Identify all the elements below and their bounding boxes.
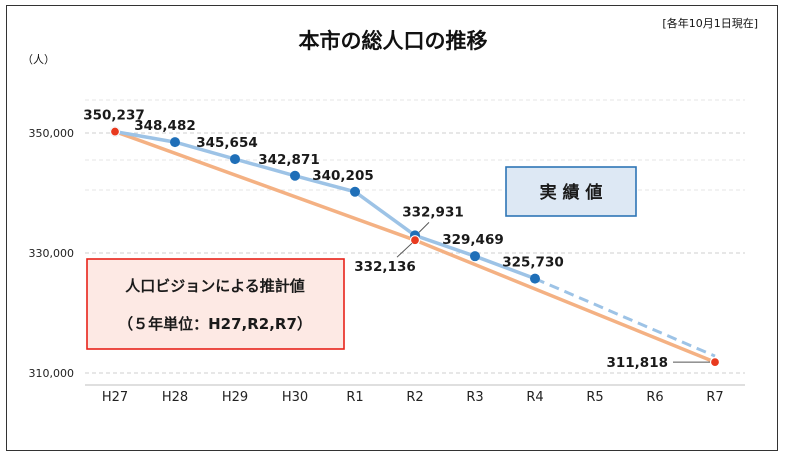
actual-data-label: 325,730 xyxy=(502,255,564,271)
projection-label-leader xyxy=(396,242,413,258)
legend-projection-box: 人口ビジョンによる推計値 （５年単位：H27,R2,R7） xyxy=(86,258,345,350)
chart-frame xyxy=(6,5,778,451)
actual-data-label: 340,205 xyxy=(312,168,374,184)
chart-note: [各年10月1日現在] xyxy=(662,16,758,30)
y-tick-label: 350,000 xyxy=(29,127,75,140)
x-tick-label: R2 xyxy=(406,390,423,405)
actual-marker xyxy=(470,251,480,262)
x-tick-label: H27 xyxy=(102,390,128,405)
x-tick-label: R4 xyxy=(526,390,543,405)
projection-marker xyxy=(109,126,121,137)
x-tick-label: R5 xyxy=(586,390,603,405)
y-tick-layer: 310,000 330,000 350,000 xyxy=(29,127,75,380)
actual-series-line xyxy=(114,129,536,281)
x-tick-layer: H27 H28 H29 H30 R1 R2 R3 R4 R5 R6 R7 xyxy=(102,390,724,405)
actual-marker xyxy=(230,154,240,165)
actual-data-label: 332,931 xyxy=(402,204,464,220)
x-tick-label: H30 xyxy=(282,390,308,405)
legend-actual-box: 実 績 値 xyxy=(505,166,637,217)
projection-marker xyxy=(709,356,721,368)
actual-series-dashed-extension xyxy=(534,277,716,358)
series-markers xyxy=(109,126,721,368)
x-tick-label: H29 xyxy=(222,390,248,405)
y-tick-label: 330,000 xyxy=(29,247,75,260)
projection-data-label: 332,136 xyxy=(354,259,416,275)
actual-data-label: 348,482 xyxy=(134,118,196,134)
actual-data-label: 329,469 xyxy=(442,232,504,248)
actual-marker xyxy=(170,137,180,148)
actual-marker xyxy=(290,170,300,181)
actual-label-leader xyxy=(418,222,430,233)
projection-marker xyxy=(409,235,421,246)
y-tick-label: 310,000 xyxy=(29,367,75,380)
legend-projection-sublabel: （５年単位：H27,R2,R7） xyxy=(118,315,312,333)
x-tick-label: H28 xyxy=(162,390,188,405)
actual-data-label: 350,237 xyxy=(83,108,145,124)
actual-data-label: 342,871 xyxy=(258,152,320,168)
x-tick-label: R3 xyxy=(466,390,483,405)
actual-marker xyxy=(530,273,540,284)
actual-marker xyxy=(350,186,360,197)
actual-data-label: 345,654 xyxy=(196,135,258,151)
x-tick-label: R6 xyxy=(646,390,663,405)
chart-title: 本市の総人口の推移 xyxy=(299,29,488,53)
y-axis-unit: （人） xyxy=(22,53,55,66)
x-tick-label: R1 xyxy=(346,390,363,405)
legend-actual-label: 実 績 値 xyxy=(540,182,603,203)
legend-projection-label: 人口ビジョンによる推計値 xyxy=(125,277,305,295)
x-tick-label: R7 xyxy=(706,390,723,405)
projection-data-label: 311,818 xyxy=(607,355,669,371)
grid-layer xyxy=(85,99,745,386)
